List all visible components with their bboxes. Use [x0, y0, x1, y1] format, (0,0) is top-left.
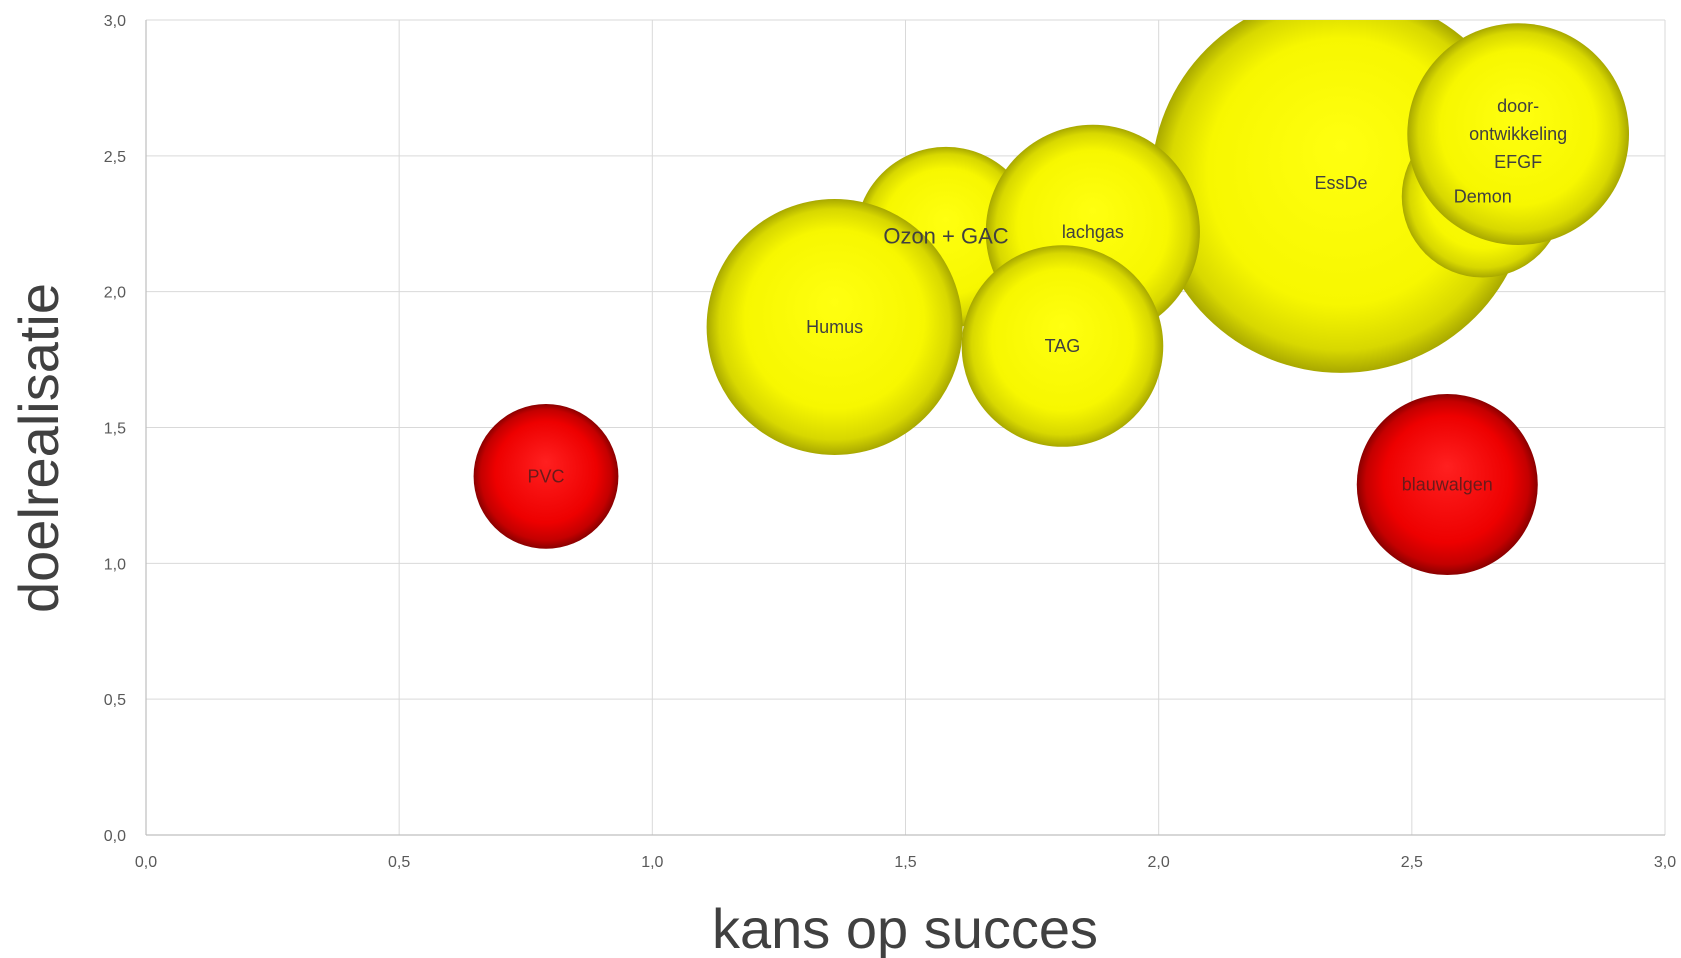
bubble-labels: EssDe Ozon + GAC lachgas Humus TAG Demon door-…	[527, 96, 1567, 494]
x-tick-label: 2,5	[1401, 854, 1423, 871]
bubble-label: blauwalgen	[1402, 475, 1493, 495]
y-tick-label: 3,0	[104, 13, 126, 30]
bubble-label: lachgas	[1062, 222, 1124, 242]
x-axis-title: kans op succes	[712, 897, 1098, 958]
y-tick-label: 2,5	[104, 149, 126, 166]
bubble-label: Humus	[806, 317, 863, 337]
bubble-tag	[961, 245, 1164, 447]
bubble-label: EssDe	[1314, 173, 1367, 193]
y-tick-label: 1,0	[104, 556, 126, 573]
y-tick-label: 2,0	[104, 285, 126, 302]
y-tick-label: 0,5	[104, 692, 126, 709]
bubble-humus	[706, 198, 963, 455]
bubble-label: door-ontwikkeling EFGF	[1469, 96, 1567, 172]
x-tick-label: 1,0	[641, 854, 663, 871]
bubble-label: PVC	[527, 466, 564, 486]
y-tick-label: 0,0	[104, 828, 126, 845]
bubble-door-ontwikkeling-efgf	[1407, 23, 1630, 245]
bubble-blauwalgen	[1356, 394, 1538, 576]
bubble-label: Ozon + GAC	[883, 223, 1008, 248]
y-axis-title: doelrealisatie	[7, 283, 70, 613]
bubble-label: Demon	[1454, 187, 1512, 207]
axes: 0,0 0,5 1,0 1,5 2,0 2,5 3,0 0,0 0,5 1,0 1,5 2,0 2,5 3…	[104, 13, 1676, 871]
bubbles	[473, 20, 1630, 576]
x-tick-label: 1,5	[894, 854, 916, 871]
x-tick-label: 0,0	[135, 854, 157, 871]
y-tick-label: 1,5	[104, 421, 126, 438]
x-tick-label: 2,0	[1148, 854, 1170, 871]
bubble-pvc	[473, 403, 619, 549]
x-tick-label: 0,5	[388, 854, 410, 871]
x-tick-label: 3,0	[1654, 854, 1676, 871]
bubble-label: TAG	[1045, 336, 1081, 356]
